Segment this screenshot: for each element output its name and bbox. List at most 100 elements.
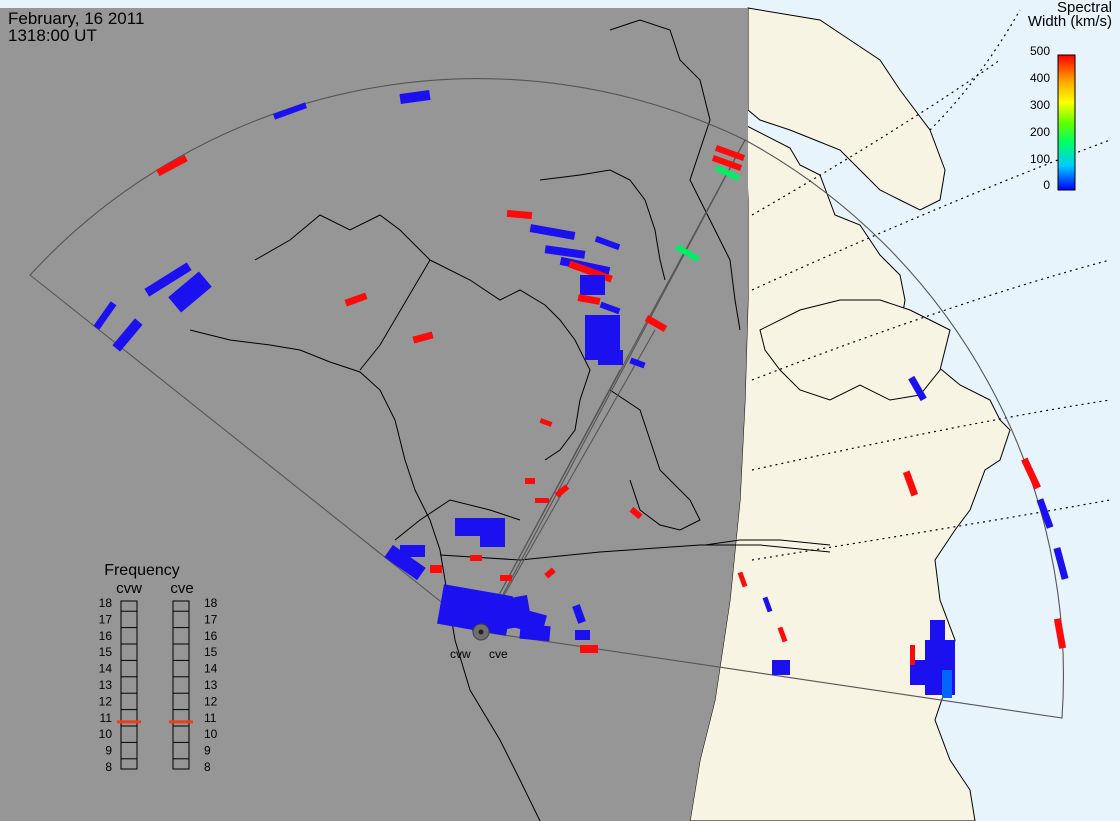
- date-label: February, 16 2011: [8, 9, 145, 28]
- echo-cell: [577, 294, 601, 305]
- echo-cell: [902, 470, 919, 497]
- frequency-tick-label: 10: [99, 727, 113, 741]
- echo-cell: [544, 567, 556, 579]
- frequency-tick-label: 8: [204, 760, 211, 774]
- echo-cell: [772, 660, 790, 675]
- echo-cell: [554, 484, 570, 498]
- frequency-column-cvw: [120, 600, 138, 770]
- frequency-tick-label: 16: [99, 629, 113, 643]
- echo-cell: [384, 544, 426, 581]
- echo-cell: [112, 318, 143, 352]
- echo-cell: [399, 89, 431, 105]
- frequency-tick-label: 17: [204, 612, 218, 626]
- echo-cell: [519, 623, 551, 642]
- echo-cell: [580, 645, 590, 653]
- frequency-tick-label: 12: [99, 694, 113, 708]
- frequency-tick-label: 18: [204, 596, 218, 610]
- echo-cell: [412, 331, 434, 344]
- echo-cell: [908, 375, 927, 402]
- frequency-tick-label: 14: [204, 662, 218, 676]
- echo-cell: [539, 418, 553, 427]
- frequency-tick-label: 12: [204, 694, 218, 708]
- echo-cell: [144, 262, 192, 297]
- colorbar-title-line2: Width (km/s): [1027, 13, 1112, 30]
- frequency-tick-label: 15: [204, 645, 218, 659]
- frequency-tick-label: 8: [105, 760, 112, 774]
- day-land-east: [759, 299, 951, 401]
- radar-label-cve: cve: [489, 647, 508, 661]
- frequency-tick-label: 9: [204, 744, 211, 758]
- echo-cell: [711, 155, 743, 171]
- echo-cell: [525, 478, 535, 484]
- echo-cell: [590, 645, 598, 653]
- echo-cell: [156, 154, 188, 177]
- frequency-title: Frequency: [104, 562, 180, 579]
- night-terminator-region: [0, 8, 748, 821]
- frequency-tick-label: 14: [99, 662, 113, 676]
- echo-cell: [470, 555, 482, 561]
- echo-cell: [675, 244, 700, 262]
- colorbar-tick: 200: [1030, 125, 1050, 139]
- echo-cell: [455, 518, 505, 536]
- echo-cell: [572, 604, 586, 624]
- country-borders: [359, 259, 831, 561]
- echo-cell: [93, 301, 117, 330]
- coastlines: [189, 19, 831, 821]
- echo-cell: [580, 275, 605, 295]
- echo-cell: [629, 357, 646, 369]
- frequency-tick-label: 16: [204, 629, 218, 643]
- echo-cell: [629, 506, 643, 520]
- echo-cell: [910, 645, 915, 665]
- frequency-panel: Frequency cvw cve 18 18 17 17 16 16 15 15 14 14 13…: [99, 562, 218, 774]
- echo-cell: [930, 620, 945, 645]
- echo-cell: [777, 626, 788, 643]
- frequency-column-cve: [172, 600, 190, 770]
- frequency-tick-label: 11: [204, 711, 217, 725]
- echo-cell: [1053, 547, 1069, 580]
- echo-cell: [644, 314, 668, 333]
- colorbar-title-line1: Spectral: [1056, 0, 1112, 16]
- radar-site-center: [478, 629, 484, 635]
- colorbar-tick: 300: [1030, 98, 1050, 112]
- frequency-tick-label: 9: [105, 744, 112, 758]
- day-land-north: [747, 7, 946, 211]
- echo-cell: [714, 145, 746, 161]
- echo-cell: [168, 271, 212, 313]
- echo-cell: [506, 209, 533, 220]
- frequency-tick-label: 17: [99, 612, 113, 626]
- time-label: 1318:00 UT: [8, 26, 97, 45]
- echo-cell: [1036, 498, 1054, 529]
- echo-cell: [500, 575, 512, 581]
- echo-cell: [344, 292, 368, 307]
- echo-cell: [529, 224, 576, 240]
- echo-cell: [575, 630, 590, 640]
- latitude-grid: [751, 9, 1111, 561]
- echo-cell: [942, 670, 952, 698]
- echo-cell: [535, 498, 549, 503]
- echo-cell: [762, 596, 773, 613]
- echo-cell: [714, 164, 741, 182]
- frequency-tick-label: 13: [204, 678, 218, 692]
- echo-cell: [594, 235, 621, 251]
- colorbar-tick: 0: [1043, 178, 1050, 192]
- echo-cell: [400, 545, 425, 557]
- backscatter-echoes: [93, 89, 1069, 698]
- echo-cell: [598, 350, 623, 365]
- frequency-ticks: 18 18 17 17 16 16 15 15 14 14 13 13 12 12 11 11 10 10 9 9 8 8: [99, 596, 218, 774]
- colorbar-scale: [1057, 54, 1076, 191]
- colorbar-tick: 500: [1030, 44, 1050, 58]
- frequency-tick-label: 10: [204, 727, 218, 741]
- echo-cell: [544, 245, 586, 259]
- colorbar-tick: 100: [1030, 152, 1050, 166]
- echo-cell: [1021, 457, 1041, 490]
- frequency-tick-label: 11: [100, 711, 113, 725]
- frequency-tick-label: 13: [99, 678, 113, 692]
- frequency-label-cve: cve: [170, 580, 193, 597]
- colorbar-tick: 400: [1030, 71, 1050, 85]
- echo-cell: [430, 565, 442, 573]
- echo-cell: [599, 301, 621, 315]
- frequency-tick-label: 15: [99, 645, 113, 659]
- echo-cell: [1053, 618, 1067, 649]
- frequency-label-cvw: cvw: [116, 580, 142, 597]
